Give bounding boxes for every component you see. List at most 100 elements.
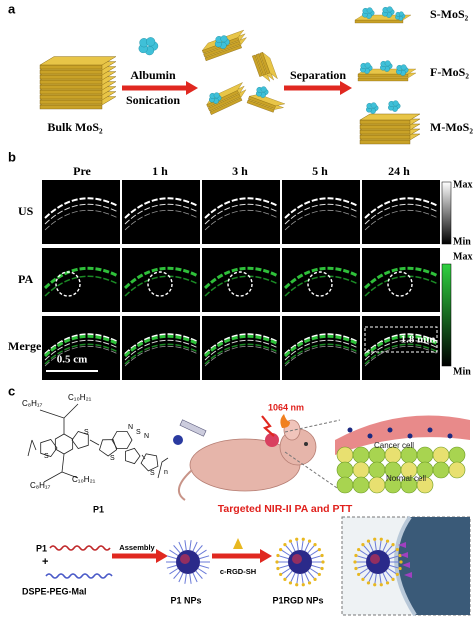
assembly-label: c-RGD-SH	[220, 567, 256, 576]
bond	[141, 454, 146, 460]
albumin	[398, 11, 404, 17]
image-tile	[202, 180, 280, 244]
scale-bar-label: 0.5 cm	[57, 354, 88, 366]
peg-chain	[178, 572, 184, 583]
rgd	[301, 537, 305, 541]
rgd	[301, 583, 305, 587]
peg-chain	[169, 568, 179, 575]
panel-label: a	[8, 1, 16, 16]
mos2-edge	[39, 74, 103, 80]
polymer-label: P1	[93, 504, 104, 514]
bond-ring	[71, 430, 89, 450]
tissue-signal	[284, 343, 359, 365]
region-marker	[55, 271, 81, 297]
substituent: C₈H₁₇	[30, 481, 51, 490]
atom: S	[136, 429, 141, 436]
nanoparticle-dot	[447, 433, 453, 439]
peg-chain	[304, 572, 310, 583]
assembly-label: DSPE-PEG-Mal	[22, 586, 87, 596]
albumin	[260, 86, 267, 93]
peg-chain	[192, 541, 198, 552]
peg-chain	[184, 540, 187, 551]
atom: S	[44, 453, 49, 460]
rgd	[279, 547, 283, 552]
tissue-signal	[44, 345, 119, 367]
image-tile	[282, 180, 360, 244]
tissue-signal	[124, 333, 199, 355]
rgd	[295, 537, 299, 541]
mos2-edge	[359, 134, 411, 140]
peg-chain	[374, 573, 377, 584]
tissue-signal	[364, 339, 439, 361]
laser-label: 1064 nm	[268, 402, 304, 412]
rgd	[399, 560, 403, 564]
cell	[448, 446, 466, 464]
peg-chain	[296, 573, 299, 584]
substituent: C₁₀H₂₁	[68, 393, 92, 402]
rgd	[321, 560, 325, 564]
receptor	[402, 562, 410, 568]
bond	[27, 439, 37, 457]
tissue-signal	[204, 275, 279, 297]
receptor	[400, 552, 408, 558]
rgd	[366, 581, 371, 585]
bond	[39, 403, 79, 434]
tissue-signal	[363, 266, 439, 290]
cell	[432, 446, 450, 464]
nanoparticle-dot	[407, 433, 413, 439]
peg-chain	[281, 568, 291, 575]
cell-label: Cancer cell	[374, 441, 414, 450]
tissue-signal	[284, 209, 359, 231]
rgd	[398, 566, 402, 571]
tissue-signal	[123, 266, 199, 290]
cell-label: Normal cell	[386, 474, 426, 483]
tissue-signal	[43, 334, 119, 358]
rgd	[379, 537, 383, 541]
peg-chain	[166, 555, 177, 560]
tissue-signal	[124, 345, 199, 367]
tissue-signal	[123, 334, 199, 358]
tissue-signal	[364, 333, 439, 355]
rgd	[391, 543, 395, 547]
rgd	[288, 539, 293, 543]
assembly-label: P1 NPs	[170, 595, 201, 605]
peg-chain	[301, 540, 304, 551]
membrane	[396, 517, 470, 615]
mos2-edge	[359, 129, 411, 135]
rgd	[288, 581, 293, 585]
receptor	[398, 542, 406, 548]
cell	[336, 476, 354, 494]
mos2-layer	[262, 51, 278, 80]
rgd	[357, 572, 361, 577]
peg-chain	[296, 540, 299, 551]
product-label: S-MoS₂	[430, 7, 469, 21]
peg-chain	[374, 540, 377, 551]
product-label: M-MoS₂	[430, 120, 473, 134]
rgd	[275, 560, 279, 564]
peg-chain	[304, 541, 310, 552]
cell	[352, 461, 370, 479]
cell	[416, 476, 434, 494]
mos2-layer	[359, 113, 421, 121]
arrow	[122, 85, 188, 91]
arrow	[212, 553, 262, 559]
peg-chain	[189, 573, 192, 584]
peg-chain	[311, 555, 322, 560]
atom: N	[128, 424, 133, 431]
tissue-signal	[44, 339, 119, 361]
peg-chain	[285, 545, 293, 554]
tissue-signal	[124, 203, 199, 225]
tissue-signal	[364, 275, 439, 297]
region-marker	[227, 271, 253, 297]
peg-chain	[189, 540, 192, 551]
tissue-signal	[203, 334, 279, 358]
mos2-edge	[39, 84, 103, 90]
rgd	[279, 572, 283, 577]
product-label: F-MoS₂	[430, 65, 469, 79]
peg-chain	[173, 570, 181, 579]
arrow-head	[186, 81, 198, 95]
column-header: 5 h	[312, 164, 328, 178]
peg-chain	[368, 541, 374, 552]
tissue-signal	[44, 275, 119, 297]
